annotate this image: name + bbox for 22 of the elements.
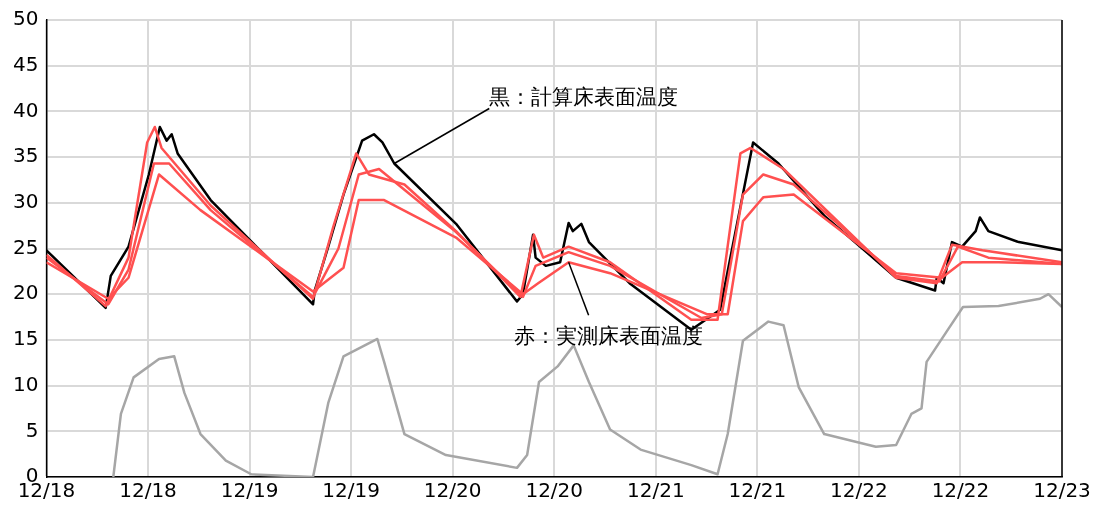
y-tick-label: 50: [13, 6, 39, 31]
annotation: 黒：計算床表面温度: [489, 84, 679, 109]
y-tick-label: 40: [13, 97, 39, 122]
y-tick-label: 5: [25, 417, 39, 442]
y-tick-label: 35: [13, 143, 39, 168]
y-tick-label: 10: [13, 371, 39, 396]
x-tick-label: 12/23: [1033, 478, 1091, 503]
x-tick-label: 12/22: [931, 478, 990, 503]
y-tick-label: 15: [13, 326, 39, 351]
y-tick-label: 30: [13, 189, 39, 213]
x-tick-label: 12/19: [220, 478, 279, 503]
y-tick-label: 25: [13, 234, 39, 259]
x-tick-label: 12/22: [830, 478, 888, 503]
x-tick-label: 12/19: [322, 478, 380, 503]
x-tick-label: 12/21: [626, 478, 685, 503]
x-tick-label: 12/21: [728, 478, 787, 503]
y-tick-label: 20: [13, 280, 39, 305]
x-tick-label: 12/20: [423, 478, 482, 503]
x-tick-label: 12/18: [119, 478, 177, 503]
x-tick-label: 12/20: [525, 478, 584, 503]
annotation: 赤：実測床表面温度: [513, 323, 703, 348]
y-tick-label: 45: [13, 51, 39, 76]
